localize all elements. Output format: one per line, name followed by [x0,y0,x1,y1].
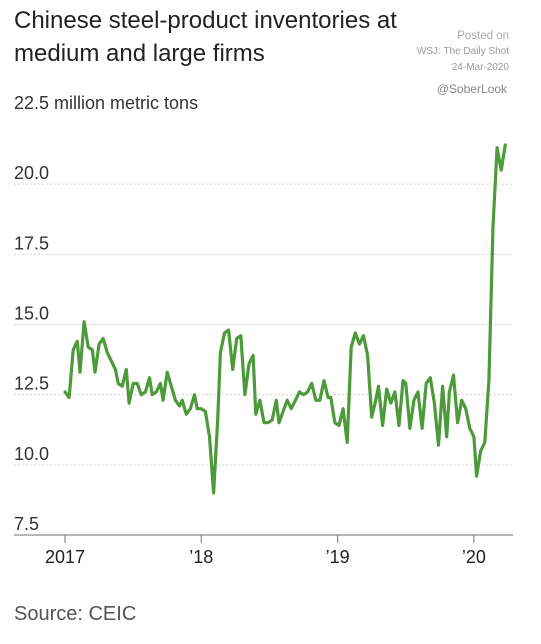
post-date-label: 24-Mar-2020 [451,62,509,73]
posted-on-label: Posted on [457,30,509,42]
source-note: Source: CEIC [14,603,137,625]
x-tick-label: ’18 [189,547,213,567]
x-tick-label: ’20 [462,547,486,567]
y-tick-label: 20.0 [14,163,49,183]
y-tick-label: 12.5 [14,374,49,394]
y-tick-label: 10.0 [14,444,49,464]
x-tick-label: 2017 [45,547,85,567]
y-tick-label: 7.5 [14,514,39,534]
publisher-label: WSJ: The Daily Shot [416,46,509,57]
x-tick-label: ’19 [326,547,350,567]
y-tick-label: 22.5 million metric tons [14,93,198,113]
chart-title: Chinese steel-product inventories at med… [14,7,397,67]
handle-label: @SoberLook [436,82,507,96]
y-tick-label: 15.0 [14,304,49,324]
inventory-series-line [63,143,507,495]
y-tick-label: 17.5 [14,233,49,253]
